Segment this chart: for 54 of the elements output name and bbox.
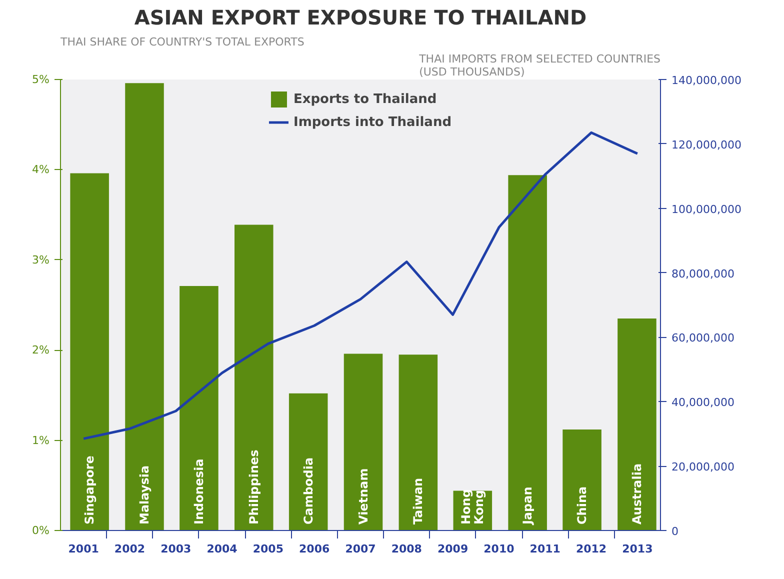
- y2-tick-label: 80,000,000: [672, 267, 734, 280]
- x-tick-label: 2011: [530, 542, 560, 556]
- bar: [344, 354, 383, 530]
- x-tick-label: 2008: [391, 542, 422, 556]
- y-tick-label: 0%: [32, 524, 50, 537]
- annotation: Indonesia: [192, 458, 206, 524]
- x-tick-label: 2009: [438, 542, 468, 556]
- chart-title: ASIAN EXPORT EXPOSURE TO THAILAND: [134, 6, 587, 30]
- x-tick-label: 2012: [576, 542, 607, 556]
- bar: [398, 354, 438, 530]
- x-tick-label: 2010: [484, 542, 515, 556]
- y-tick-label: 4%: [32, 163, 50, 176]
- bar: [234, 224, 274, 530]
- annotation: Taiwan: [411, 478, 426, 524]
- x-tick-label: 2002: [114, 542, 146, 556]
- y2-tick-label: 0: [672, 525, 678, 538]
- y-tick-label: 5%: [32, 73, 50, 86]
- bar: [288, 393, 328, 530]
- annotation: Cambodia: [301, 457, 316, 524]
- y-axis-title: THAI SHARE OF COUNTRY'S TOTAL EXPORTS: [60, 36, 304, 48]
- bar: [618, 318, 656, 530]
- y-tick-label: 2%: [32, 344, 50, 357]
- x-tick-label: 2013: [622, 542, 653, 556]
- bar: [180, 286, 218, 530]
- y2-tick-label: 60,000,000: [672, 332, 734, 345]
- legend-label: Exports to Thailand: [293, 92, 437, 106]
- y-tick-label: 1%: [32, 434, 50, 447]
- annotation: Hong Kong: [459, 489, 486, 524]
- y2-tick-label: 100,000,000: [672, 202, 742, 216]
- y2-axis-title: THAI IMPORTS FROM SELECTED COUNTRIES (USD THOUSANDS): [418, 52, 661, 78]
- x-tick-label: 2001: [68, 542, 99, 556]
- y2-tick-label: 140,000,000: [672, 74, 742, 87]
- annotation: Philippines: [246, 450, 261, 524]
- y2-tick-label: 20,000,000: [672, 460, 734, 474]
- legend-label: Imports into Thailand: [293, 114, 452, 130]
- annotation: Singapore: [82, 456, 97, 524]
- y2-tick-label: 120,000,000: [672, 138, 742, 152]
- annotation: Malaysia: [138, 465, 152, 524]
- annotation: Vietnam: [356, 468, 370, 524]
- annotation: Australia: [630, 463, 644, 524]
- bar: [125, 83, 164, 530]
- x-tick-label: 2004: [206, 542, 238, 556]
- x-tick-label: 2007: [345, 542, 376, 556]
- line-series: [82, 131, 639, 440]
- y2-tick-label: 40,000,000: [672, 396, 734, 410]
- x-tick-label: 2006: [299, 542, 330, 556]
- annotation: China: [575, 486, 590, 524]
- x-tick-label: 2003: [160, 542, 192, 556]
- bar: [562, 429, 602, 530]
- bar: [70, 173, 109, 530]
- bar: [508, 175, 547, 530]
- x-tick-label: 2005: [252, 542, 284, 556]
- annotation: Japan: [520, 486, 535, 526]
- y-tick-label: 3%: [32, 253, 50, 266]
